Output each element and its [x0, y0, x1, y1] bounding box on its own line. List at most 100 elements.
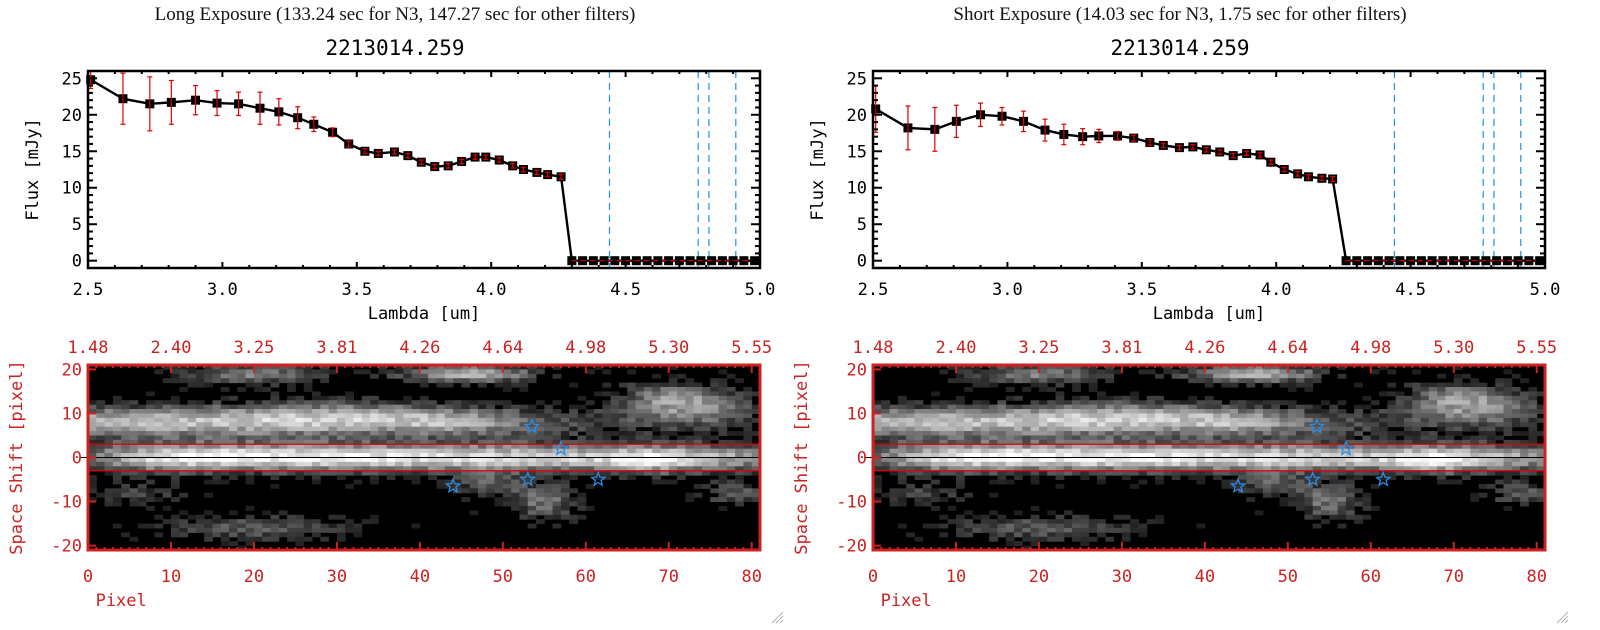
image-pixel — [195, 519, 205, 525]
image-pixel — [220, 413, 230, 419]
image-pixel — [1105, 444, 1115, 450]
image-pixel — [220, 453, 230, 458]
image-pixel — [229, 519, 238, 525]
image-pixel — [179, 404, 189, 410]
image-pixel — [569, 417, 578, 423]
data-point — [664, 256, 674, 266]
image-pixel — [1362, 457, 1372, 463]
image-pixel — [204, 413, 213, 419]
image-pixel — [245, 404, 255, 410]
image-pixel — [1453, 382, 1463, 388]
image-pixel — [1229, 453, 1239, 458]
image-pixel — [751, 497, 761, 503]
image-pixel — [693, 417, 703, 423]
resize-grip-icon[interactable] — [1555, 610, 1569, 624]
image-pixel — [997, 519, 1007, 525]
data-point — [1427, 256, 1437, 266]
image-pixel — [1287, 444, 1297, 450]
image-pixel — [914, 448, 924, 454]
image-pixel — [577, 435, 587, 441]
image-pixel — [693, 404, 703, 410]
image-pixel — [1279, 470, 1289, 476]
image-pixel — [237, 523, 247, 529]
image-pixel — [743, 439, 753, 445]
image-pixel — [386, 435, 396, 441]
image-pixel — [1213, 435, 1222, 441]
image-pixel — [187, 413, 197, 419]
error-bar — [193, 84, 199, 116]
image-pixel — [618, 457, 628, 463]
image-pixel — [1296, 417, 1305, 423]
image-pixel — [303, 387, 313, 392]
image-pixel — [1362, 448, 1372, 454]
image-pixel — [287, 466, 296, 472]
image-pixel — [245, 378, 255, 384]
image-pixel — [1387, 400, 1397, 406]
image-pixel — [187, 378, 197, 384]
image-pixel — [1121, 523, 1131, 529]
image-pixel — [980, 514, 990, 520]
image-pixel — [494, 378, 504, 384]
image-pixel — [618, 475, 628, 481]
image-pixel — [1238, 466, 1247, 472]
image-pixel — [1304, 466, 1314, 472]
image-pixel — [594, 448, 603, 454]
image-pixel — [262, 457, 272, 463]
image-pixel — [1321, 426, 1330, 432]
resize-grip-icon[interactable] — [770, 610, 784, 624]
image-pixel — [220, 457, 230, 463]
image-pixel — [889, 492, 899, 498]
image-pixel — [411, 479, 421, 485]
image-pixel — [204, 369, 213, 375]
image-pixel — [1395, 453, 1405, 458]
image-pixel — [726, 409, 736, 414]
image-pixel — [1428, 417, 1438, 423]
image-pixel — [735, 413, 744, 419]
image-pixel — [1528, 439, 1538, 445]
image-pixel — [1055, 365, 1065, 370]
image-pixel — [569, 422, 578, 428]
image-pixel — [1229, 431, 1239, 436]
image-pixel — [237, 422, 247, 428]
image-pixel — [668, 457, 678, 463]
image-pixel — [1395, 395, 1405, 401]
image-pixel — [881, 461, 891, 467]
image-pixel — [955, 523, 965, 529]
image-pixel — [295, 439, 305, 445]
image-pixel — [162, 488, 172, 494]
image-pixel — [1047, 431, 1057, 436]
image-pixel — [112, 479, 122, 485]
image-pixel — [469, 461, 479, 467]
image-pixel — [1428, 382, 1438, 388]
image-pixel — [1486, 457, 1496, 463]
image-pixel — [643, 448, 653, 454]
image-pixel — [1055, 532, 1065, 538]
image-pixel — [560, 497, 570, 503]
image-pixel — [577, 448, 587, 454]
image-pixel — [1047, 387, 1057, 392]
image-pixel — [1279, 457, 1289, 463]
image-pixel — [1271, 400, 1281, 406]
image-pixel — [245, 536, 255, 542]
image-pixel — [1528, 492, 1538, 498]
image-pixel — [1038, 466, 1048, 472]
image-pixel — [419, 417, 429, 423]
image-pixel — [1528, 453, 1538, 458]
image-pixel — [1055, 461, 1065, 467]
image-pixel — [1014, 365, 1023, 370]
image-pixel — [955, 395, 965, 401]
image-pixel — [1138, 369, 1148, 375]
image-pixel — [403, 422, 413, 428]
image-pixel — [170, 444, 180, 450]
image-pixel — [245, 431, 255, 436]
image-pixel — [137, 466, 147, 472]
image-pixel — [1428, 404, 1438, 410]
image-pixel — [1155, 514, 1164, 520]
image-pixel — [552, 492, 562, 498]
image-pixel — [212, 527, 222, 533]
image-pixel — [1221, 483, 1231, 489]
image-pixel — [1038, 439, 1048, 445]
image-pixel — [585, 369, 595, 375]
image-pixel — [1321, 505, 1330, 511]
image-pixel — [536, 457, 545, 463]
